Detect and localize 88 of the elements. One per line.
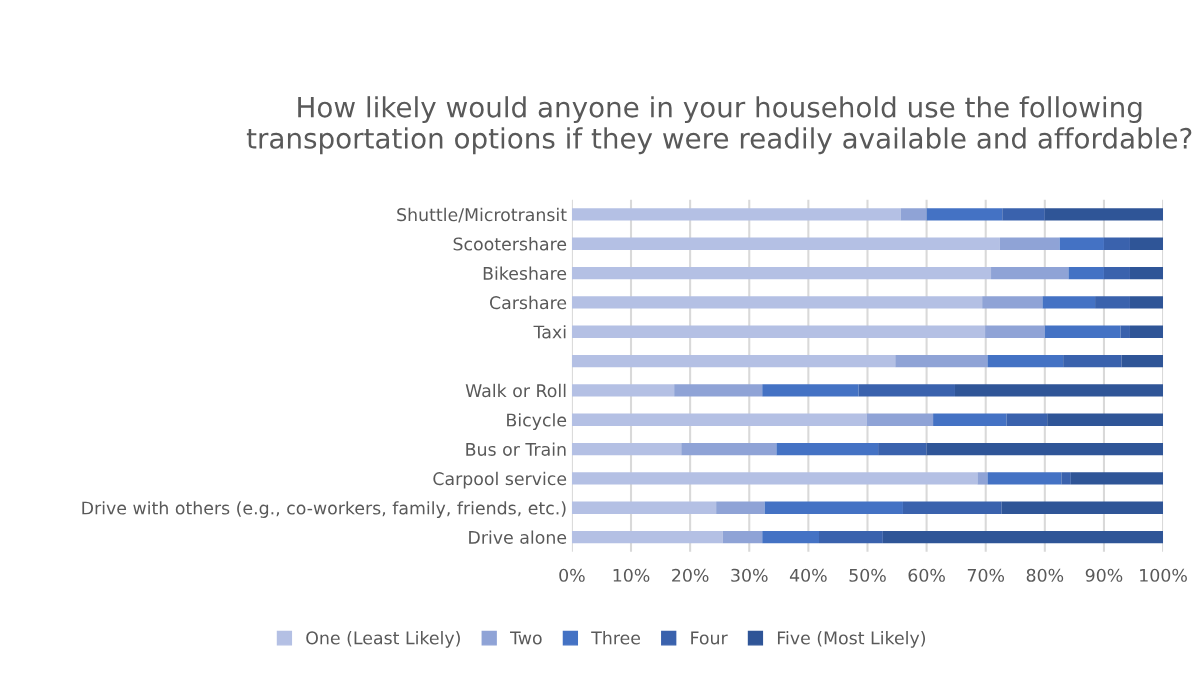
bar: [571, 354, 896, 368]
bar: [1042, 296, 1096, 309]
bar: [1044, 325, 1121, 338]
bar: [954, 384, 1164, 397]
bar: [764, 501, 903, 514]
bar: [982, 296, 1043, 309]
bar: [882, 530, 1164, 544]
y-tick-label: Bus or Train: [466, 442, 566, 456]
bar: [1002, 208, 1045, 221]
bar: [878, 442, 927, 456]
bar: [1061, 472, 1071, 485]
bar: [819, 530, 883, 544]
y-tick-label: Walk or Roll: [465, 383, 566, 398]
x-tick-label: 30%: [731, 568, 768, 582]
x-tick-label: 100%: [1140, 568, 1187, 582]
bar: [571, 442, 682, 456]
bar: [571, 413, 867, 426]
bar: [902, 501, 1002, 514]
bar: [776, 442, 879, 456]
y-tick-label: Carpool service: [433, 471, 567, 489]
legend-label: One (Least Likely): [306, 631, 460, 648]
bar: [926, 442, 1164, 456]
bar: [1120, 325, 1130, 338]
y-tick-label: Taxi: [533, 325, 566, 339]
bar: [985, 325, 1045, 338]
bar: [987, 472, 1062, 485]
bar: [571, 208, 901, 221]
x-tick-label: 0%: [559, 568, 585, 582]
y-tick-label: Drive alone: [469, 530, 567, 544]
bar: [1129, 296, 1164, 309]
bar: [1095, 296, 1130, 309]
bar: [895, 354, 988, 368]
bar: [1129, 266, 1164, 280]
bar: [674, 384, 763, 397]
bar: [571, 472, 978, 485]
legend-label: Four: [691, 631, 728, 645]
bar: [1129, 237, 1164, 250]
bar: [1103, 266, 1130, 280]
bar: [722, 530, 763, 544]
bar: [977, 472, 988, 485]
bar: [900, 208, 927, 221]
chart-title: How likely would anyone in your household use the following transportation options if they were readily available and affordable?: [246, 96, 1192, 155]
bar: [1103, 237, 1130, 250]
bar: [571, 530, 723, 544]
legend-label: Three: [591, 631, 641, 645]
bar: [762, 384, 859, 397]
bar: [866, 413, 934, 426]
bar: [1044, 208, 1164, 221]
x-tick-label: 70%: [967, 568, 1005, 582]
x-tick-label: 60%: [908, 568, 945, 582]
bar: [571, 237, 1000, 250]
y-tick-label: Carshare: [490, 295, 567, 310]
bar: [999, 237, 1060, 250]
bar: [858, 384, 955, 397]
x-tick-label: 20%: [672, 568, 709, 582]
bar: [926, 208, 1003, 221]
y-tick-label: Drive with others (e.g., co-workers, family, friends, etc.): [82, 501, 566, 518]
bar: [1001, 501, 1164, 514]
bar: [571, 384, 675, 397]
bar: [716, 501, 765, 514]
bar: [1129, 325, 1164, 338]
bar: [571, 266, 992, 280]
x-tick-label: 50%: [849, 568, 886, 582]
bar: [762, 530, 820, 544]
bar: [1121, 354, 1164, 368]
legend-label: Five (Most Likely): [777, 631, 926, 648]
x-tick-label: 80%: [1026, 568, 1064, 582]
x-tick-label: 10%: [613, 568, 650, 582]
bar: [1068, 266, 1104, 280]
bar: [571, 296, 983, 309]
bar: [933, 413, 1007, 426]
y-tick-label: Bicycle: [507, 413, 567, 430]
y-tick-label: Bikeshare: [483, 266, 567, 280]
y-tick-label: Shuttle/Microtransit: [397, 207, 567, 223]
bar: [1047, 413, 1164, 426]
legend-label: Two: [509, 631, 542, 645]
bar: [571, 501, 717, 514]
bar: [991, 266, 1069, 280]
bar: [681, 442, 777, 456]
x-tick-label: 40%: [789, 568, 827, 582]
bar: [987, 354, 1064, 368]
bar: [571, 325, 986, 338]
bar: [1063, 354, 1122, 368]
bar: [1059, 237, 1104, 250]
bar: [1070, 472, 1164, 485]
bar: [1006, 413, 1048, 426]
x-tick-label: 90%: [1085, 568, 1123, 582]
y-tick-label: Scootershare: [453, 237, 567, 251]
